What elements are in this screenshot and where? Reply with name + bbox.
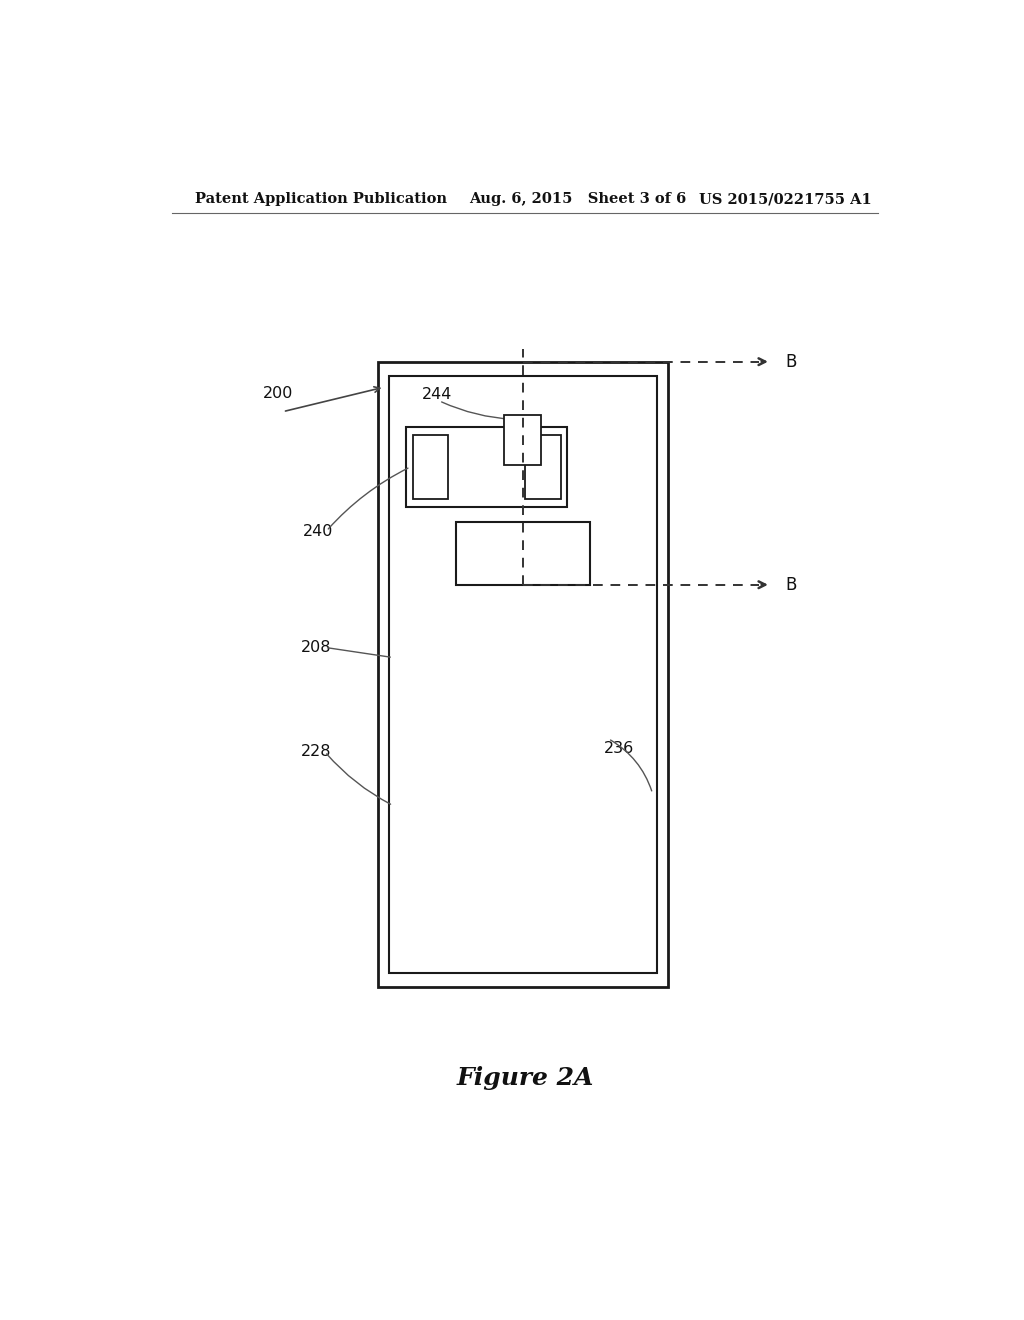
Bar: [378, 362, 668, 987]
Text: Aug. 6, 2015   Sheet 3 of 6: Aug. 6, 2015 Sheet 3 of 6: [469, 191, 686, 206]
Bar: [413, 434, 449, 499]
Text: 208: 208: [301, 640, 332, 655]
Text: 236: 236: [604, 742, 635, 756]
Text: B: B: [785, 576, 797, 594]
Text: B: B: [785, 352, 797, 371]
Text: 244: 244: [422, 387, 452, 403]
Text: 240: 240: [303, 524, 333, 539]
Text: Figure 2A: Figure 2A: [456, 1067, 594, 1090]
Bar: [505, 416, 542, 466]
Bar: [407, 426, 567, 507]
Text: 228: 228: [301, 744, 332, 759]
Bar: [525, 434, 560, 499]
Text: 200: 200: [263, 385, 293, 401]
Text: Patent Application Publication: Patent Application Publication: [196, 191, 447, 206]
Text: US 2015/0221755 A1: US 2015/0221755 A1: [699, 191, 872, 206]
Bar: [389, 376, 656, 973]
Bar: [456, 523, 590, 585]
